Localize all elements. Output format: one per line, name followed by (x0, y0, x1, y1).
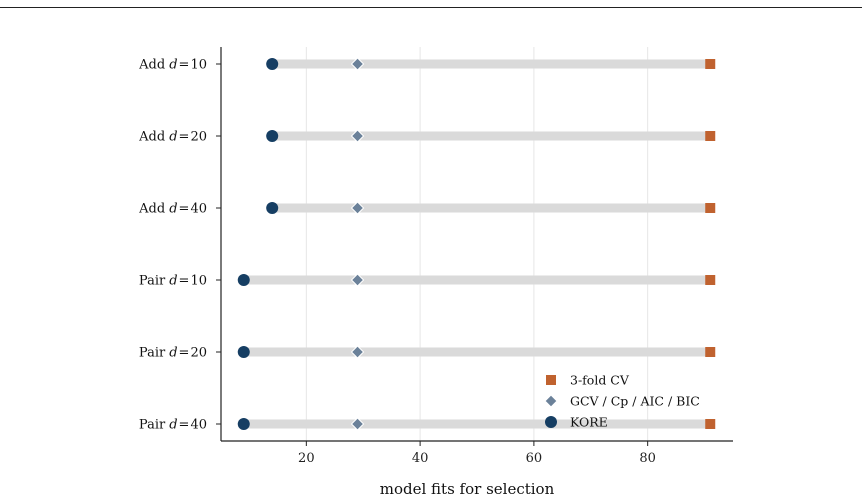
category-prefix: Add (138, 130, 165, 145)
category-d-symbol: d (169, 130, 177, 145)
category-prefix: Pair (139, 274, 166, 289)
axes (216, 47, 733, 446)
category-d-symbol: d (169, 202, 177, 217)
category-equals: = (179, 418, 190, 433)
marker-diamond (350, 129, 365, 143)
category-equals: = (179, 346, 190, 361)
marker-circle (237, 418, 250, 430)
top-rule (0, 7, 862, 8)
category-label: Pair d=20 (139, 346, 207, 361)
legend-marker-diamond (544, 394, 558, 408)
x-axis-title: model fits for selection (380, 480, 555, 498)
legend-marker-square (546, 375, 556, 385)
marker-diamond (350, 57, 365, 71)
category-d-value: 40 (190, 202, 207, 217)
category-prefix: Add (138, 58, 165, 73)
marker-circle (266, 58, 279, 70)
category-equals: = (179, 202, 190, 217)
legend-label: GCV / Cp / AIC / BIC (570, 394, 700, 409)
marker-diamond (350, 201, 365, 215)
category-label: Pair d=10 (139, 274, 207, 289)
x-tick-label: 80 (639, 451, 656, 466)
category-label: Add d=20 (138, 130, 207, 145)
marker-circle (266, 202, 279, 214)
category-prefix: Pair (139, 346, 166, 361)
category-d-symbol: d (169, 58, 177, 73)
category-d-symbol: d (169, 418, 177, 433)
category-d-symbol: d (169, 274, 177, 289)
category-label: Add d=40 (138, 202, 207, 217)
x-tick-label: 20 (298, 451, 315, 466)
marker-square (705, 203, 716, 213)
legend-label: 3-fold CV (570, 373, 630, 388)
category-equals: = (179, 58, 190, 73)
marker-diamond (350, 417, 365, 431)
marker-diamond (350, 345, 365, 359)
grid-lines (305, 47, 649, 441)
category-d-value: 40 (190, 418, 207, 433)
x-tick-label: 40 (412, 451, 429, 466)
legend-label: KORE (570, 415, 608, 430)
category-prefix: Add (138, 202, 165, 217)
category-prefix: Pair (139, 418, 166, 433)
legend: 3-fold CV GCV / Cp / AIC / BIC KORE (544, 373, 700, 430)
category-equals: = (179, 274, 190, 289)
category-d-symbol: d (169, 346, 177, 361)
marker-circle (237, 274, 250, 286)
marker-square (705, 419, 716, 429)
category-d-value: 20 (190, 130, 207, 145)
marker-square (705, 59, 716, 69)
marker-square (705, 275, 716, 285)
legend-marker-circle (545, 416, 557, 428)
x-tick-label: 60 (526, 451, 543, 466)
category-equals: = (179, 130, 190, 145)
range-bars (243, 59, 711, 429)
category-d-value: 20 (190, 346, 207, 361)
category-label: Pair d=40 (139, 418, 207, 433)
marker-circle (237, 346, 250, 358)
marker-square (705, 131, 716, 141)
marker-circle (266, 130, 279, 142)
category-label: Add d=10 (138, 58, 207, 73)
data-markers (237, 57, 716, 431)
category-d-value: 10 (190, 58, 207, 73)
marker-diamond (350, 273, 365, 287)
marker-square (705, 347, 716, 357)
category-d-value: 10 (190, 274, 207, 289)
